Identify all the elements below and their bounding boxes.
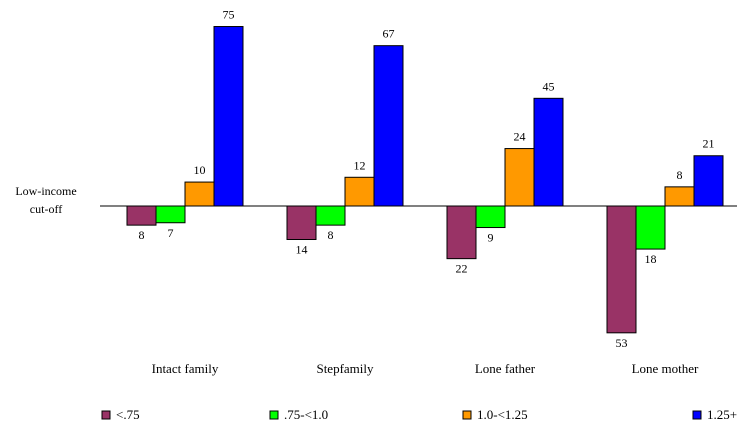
bar-4-4: [693, 155, 724, 207]
bar-2-3: [475, 205, 506, 229]
value-label-1-4: 53: [616, 336, 628, 350]
value-label-4-3: 45: [543, 79, 555, 93]
bar-2-1: [155, 205, 186, 224]
legend-label-2: .75-<1.0: [284, 407, 328, 422]
baseline-label: Low-income cut-off: [15, 184, 76, 216]
bars-group: [126, 26, 724, 334]
value-label-2-2: 8: [328, 228, 334, 242]
value-label-4-1: 75: [223, 8, 235, 22]
value-label-3-2: 12: [354, 158, 366, 172]
baseline-label-line-2: cut-off: [30, 202, 62, 216]
bar-1-3: [446, 205, 477, 260]
legend-label-3: 1.0-<1.25: [477, 407, 528, 422]
baseline-label-line-1: Low-income: [15, 184, 76, 198]
value-labels-group: 8 7 10 75 14 8 12 67 22 9 24 45 53 18 8 21: [139, 8, 715, 350]
category-label-3: Lone father: [475, 361, 536, 376]
legend-swatch-2: [269, 410, 279, 420]
bar-4-3: [533, 97, 564, 207]
bar-1-4: [606, 205, 637, 334]
legend-swatch-3: [462, 410, 472, 420]
value-label-2-4: 18: [645, 252, 657, 266]
value-label-1-3: 22: [456, 262, 468, 276]
bar-3-2: [344, 176, 375, 207]
value-label-1-1: 8: [139, 228, 145, 242]
bar-2-2: [315, 205, 346, 226]
bar-2-4: [635, 205, 666, 250]
legend-swatch-1: [101, 410, 111, 420]
bar-3-4: [664, 186, 695, 207]
bar-4-1: [213, 26, 244, 207]
category-label-4: Lone mother: [632, 361, 699, 376]
bar-1-2: [286, 205, 317, 241]
legend: <.75 .75-<1.0 1.0-<1.25 1.25+: [101, 407, 737, 422]
value-label-3-1: 10: [194, 163, 206, 177]
value-label-2-1: 7: [168, 226, 174, 240]
bar-3-1: [184, 181, 215, 207]
bar-4-2: [373, 45, 404, 207]
legend-label-1: <.75: [116, 407, 140, 422]
value-label-3-3: 24: [514, 130, 526, 144]
value-label-3-4: 8: [677, 168, 683, 182]
legend-swatch-4: [692, 410, 702, 420]
category-labels-group: Intact family Stepfamily Lone father Lone m…: [152, 361, 699, 376]
category-label-2: Stepfamily: [316, 361, 374, 376]
legend-label-4: 1.25+: [707, 407, 737, 422]
value-label-4-4: 21: [703, 137, 715, 151]
value-label-2-3: 9: [488, 231, 494, 245]
bar-1-1: [126, 205, 157, 226]
value-label-4-2: 67: [383, 27, 395, 41]
category-label-1: Intact family: [152, 361, 219, 376]
value-label-1-2: 14: [296, 243, 308, 257]
bar-3-3: [504, 148, 535, 207]
